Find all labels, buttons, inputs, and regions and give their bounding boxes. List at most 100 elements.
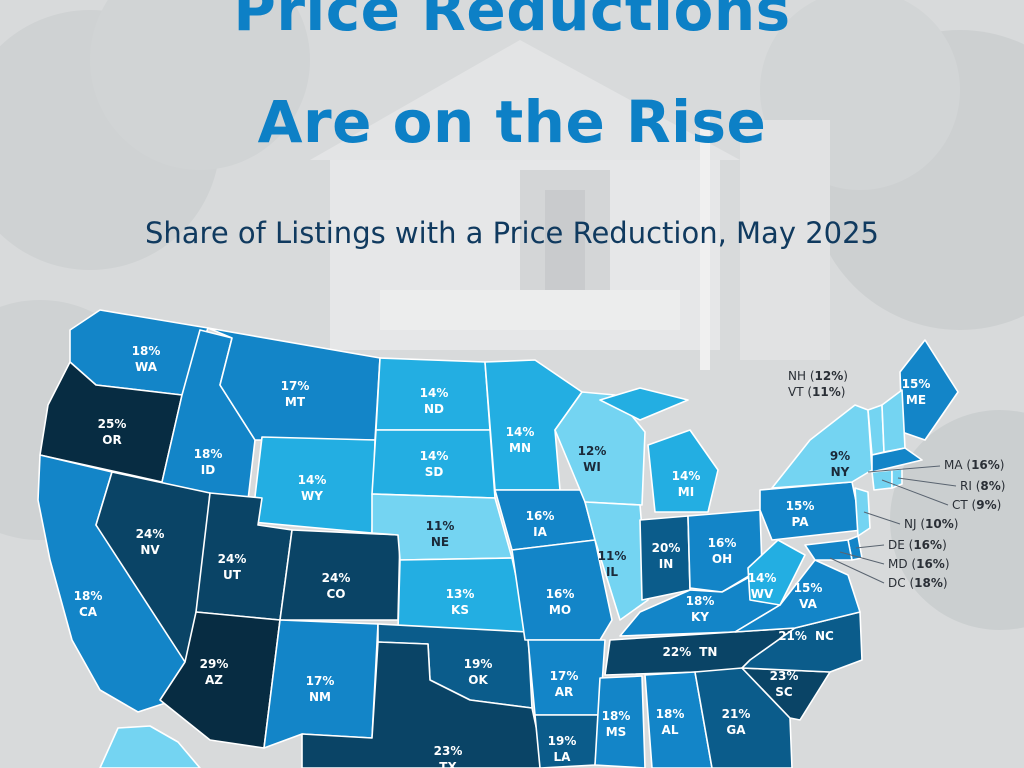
state-value-mo: 16% xyxy=(546,587,575,601)
state-value-ar: 17% xyxy=(550,669,579,683)
state-MA xyxy=(871,447,923,473)
callout-dc: DC (18%) xyxy=(888,576,948,590)
state-code-mn: MN xyxy=(509,441,531,455)
state-value-nd: 14% xyxy=(420,386,449,400)
state-code-ca: CA xyxy=(79,605,98,619)
callout-paren-open: ( xyxy=(905,538,914,552)
state-MI xyxy=(599,387,719,513)
state-NH xyxy=(881,389,906,453)
callout-paren-close: ) xyxy=(997,498,1002,512)
state-code-ms: MS xyxy=(606,725,627,739)
state-value-az: 29% xyxy=(200,657,229,671)
callout-leader-line xyxy=(867,465,941,473)
callout-leader-line xyxy=(881,479,949,506)
state-value-tx: 23% xyxy=(434,744,463,758)
state-code-sd: SD xyxy=(425,465,444,479)
state-code: TN xyxy=(699,645,717,659)
callout-code: VT xyxy=(788,385,804,399)
page-title-line-1: Price Reductions xyxy=(233,0,791,44)
state-value-wy: 14% xyxy=(298,473,327,487)
state-NJ xyxy=(854,487,871,537)
callout-paren-open: ( xyxy=(804,385,813,399)
callout-paren-open: ( xyxy=(806,369,815,383)
state-value-or: 25% xyxy=(98,417,127,431)
state-value-ny: 9% xyxy=(830,449,850,463)
state-label-nc: 21% NC xyxy=(778,629,834,643)
callout-paren-close: ) xyxy=(954,517,959,531)
state-value-ne: 11% xyxy=(426,519,455,533)
callout-paren-close: ) xyxy=(945,557,950,571)
state-value-mn: 14% xyxy=(506,425,535,439)
page-subtitle: Share of Listings with a Price Reduction… xyxy=(144,216,880,250)
state-code-ny: NY xyxy=(831,465,850,479)
state-code-tx: TX xyxy=(439,760,457,768)
state-code-nd: ND xyxy=(424,402,444,416)
state-code-wa: WA xyxy=(135,360,158,374)
state-code-wv: WV xyxy=(751,587,774,601)
state-code-in: IN xyxy=(659,557,674,571)
callout-value: 18% xyxy=(914,576,943,590)
callout-value: 11% xyxy=(812,385,841,399)
state-value-mt: 17% xyxy=(281,379,310,393)
state-labels: 18% WA 25% OR 18% CA 18% ID 24% NV 17% MT 14% WY 24% UT… xyxy=(74,344,931,768)
state-code-az: AZ xyxy=(205,673,223,687)
callout-code: NJ xyxy=(904,517,917,531)
callout-paren-open: ( xyxy=(908,557,917,571)
state-WV xyxy=(747,539,806,606)
callout-code: DE xyxy=(888,538,905,552)
state-code-ia: IA xyxy=(533,525,547,539)
state-value-ca: 18% xyxy=(74,589,103,603)
state-code-ky: KY xyxy=(691,610,709,624)
state-value-ky: 18% xyxy=(686,594,715,608)
state-MD xyxy=(804,539,853,561)
callout-value: 16% xyxy=(971,458,1000,472)
state-value-ms: 18% xyxy=(602,709,631,723)
state-NY xyxy=(771,404,873,489)
callout-value: 8% xyxy=(980,479,1000,493)
state-value-al: 18% xyxy=(656,707,685,721)
callout-value: 10% xyxy=(925,517,954,531)
state-AK xyxy=(99,725,201,768)
state-value-wa: 18% xyxy=(132,344,161,358)
state-label-tn: 22% TN xyxy=(663,645,718,659)
page-title-line-2: Are on the Rise xyxy=(257,88,767,156)
state-code-oh: OH xyxy=(712,552,732,566)
state-value-in: 20% xyxy=(652,541,681,555)
callout-paren-close: ) xyxy=(942,538,947,552)
state-code-ks: KS xyxy=(451,603,469,617)
state-value-id: 18% xyxy=(194,447,223,461)
callout-code: MD xyxy=(888,557,908,571)
state-value: 22% xyxy=(663,645,692,659)
state-code-wi: WI xyxy=(583,460,601,474)
state-value-sd: 14% xyxy=(420,449,449,463)
callout-nj: NJ (10%) xyxy=(904,517,958,531)
callout-paren-close: ) xyxy=(943,576,948,590)
callout-paren-open: ( xyxy=(906,576,915,590)
state-code-nm: NM xyxy=(309,690,331,704)
state-code-mi: MI xyxy=(678,485,694,499)
callout-nh: NH (12%) xyxy=(788,369,848,383)
state-value-va: 15% xyxy=(794,581,823,595)
state-SD xyxy=(371,429,496,499)
state-MO xyxy=(511,539,613,641)
state-value-il: 11% xyxy=(598,549,627,563)
state-value-ga: 21% xyxy=(722,707,751,721)
callout-paren-open: ( xyxy=(963,458,972,472)
state-value-nm: 17% xyxy=(306,674,335,688)
state-value-la: 19% xyxy=(548,734,577,748)
callout-ri: RI (8%) xyxy=(960,479,1005,493)
state-value-pa: 15% xyxy=(786,499,815,513)
state-code-al: AL xyxy=(662,723,679,737)
callout-leader-line xyxy=(897,477,957,487)
callout-code: NH xyxy=(788,369,806,383)
state-value-ok: 19% xyxy=(464,657,493,671)
state-code-wy: WY xyxy=(301,489,323,503)
state-code: NC xyxy=(815,629,834,643)
callout-paren-open: ( xyxy=(972,479,981,493)
state-value-mi: 14% xyxy=(672,469,701,483)
callout-code: DC xyxy=(888,576,906,590)
state-value-ia: 16% xyxy=(526,509,555,523)
state-MS xyxy=(594,675,646,768)
state-code-ok: OK xyxy=(468,673,488,687)
